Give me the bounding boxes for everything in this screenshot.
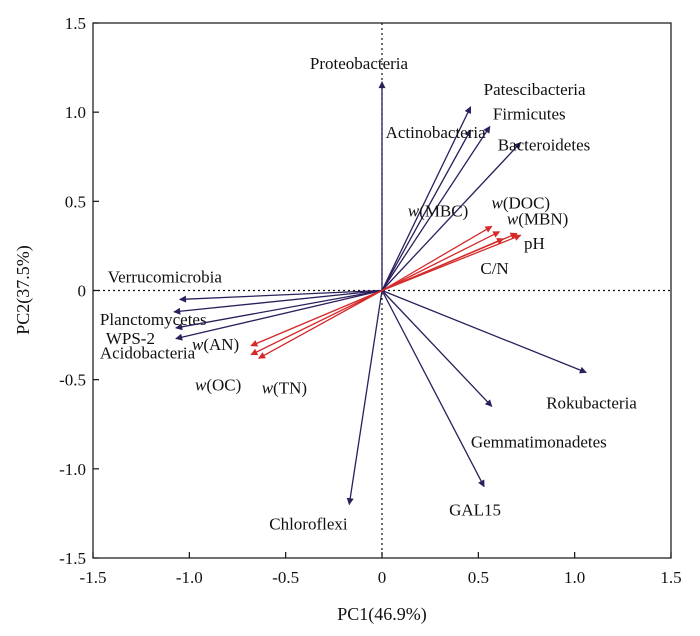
bacteria-label: Proteobacteria <box>310 54 409 73</box>
environment-label: w(OC) <box>195 376 241 395</box>
bacteria-label: Chloroflexi <box>269 515 348 534</box>
bacteria-vector <box>381 289 587 374</box>
bacteria-vector <box>381 290 493 407</box>
environment-label: w(AN) <box>192 335 239 354</box>
environment-vector <box>250 289 383 356</box>
environment-label: pH <box>524 234 545 253</box>
x-tick-label: 0.5 <box>468 568 489 587</box>
environment-vector <box>258 289 383 359</box>
bacteria-vector <box>179 289 383 303</box>
environment-vectors: w(MBC) w(DOC)w(MBN) pH C/N w(AN) w(OC) w(TN) <box>192 194 568 398</box>
bacteria-label: Bacteroidetes <box>498 135 591 154</box>
environment-label: w(MBN) <box>507 209 568 228</box>
x-tick-label: -1.5 <box>80 568 107 587</box>
environment-label: w(TN) <box>262 378 307 397</box>
bacteria-label: Verrucomicrobia <box>108 267 223 286</box>
environment-vector <box>381 238 505 292</box>
bacteria-label: GAL15 <box>449 501 501 520</box>
bacteria-vector <box>173 289 383 315</box>
x-tick-label: 1.0 <box>564 568 585 587</box>
y-tick-label: -0.5 <box>59 371 86 390</box>
y-tick-label: -1.5 <box>59 549 86 568</box>
x-tick-label: 1.5 <box>660 568 681 587</box>
y-tick-label: 0 <box>78 282 87 301</box>
environment-label: C/N <box>480 259 508 278</box>
y-tick-label: -1.0 <box>59 460 86 479</box>
environment-vector <box>250 289 383 347</box>
y-tick-label: 1.0 <box>65 103 86 122</box>
bacteria-vector <box>175 289 383 341</box>
bacteria-label: Acidobacteria <box>100 344 196 363</box>
bacteria-vector <box>175 289 383 331</box>
y-tick-label: 0.5 <box>65 192 86 211</box>
bacteria-label: Rokubacteria <box>546 394 637 413</box>
x-tick-label: -0.5 <box>272 568 299 587</box>
bacteria-label: Planctomycetes <box>100 310 207 329</box>
x-tick-label: -1.0 <box>176 568 203 587</box>
environment-vector <box>381 225 493 292</box>
environment-label: w(DOC) <box>492 194 551 213</box>
bacteria-vector <box>381 141 522 291</box>
y-axis-label: PC2(37.5%) <box>13 245 34 335</box>
bacteria-vector <box>381 125 491 291</box>
bacteria-label: Firmicutes <box>493 104 566 123</box>
environment-label: w(MBC) <box>408 201 468 220</box>
bacteria-vector <box>381 106 472 291</box>
bacteria-label: WPS-2 <box>106 329 155 348</box>
bacteria-vector <box>381 290 485 488</box>
bacteria-label: Actinobacteria <box>386 123 487 142</box>
x-tick-label: 0 <box>378 568 387 587</box>
bacteria-vector <box>381 129 472 291</box>
bacteria-vector <box>346 290 383 506</box>
bacteria-label: Gemmatimonadetes <box>471 432 607 451</box>
environment-vector <box>381 231 501 292</box>
bacteria-vectors: Proteobacteria Patescibacteria Actinobacte… <box>100 54 637 534</box>
x-axis-label: PC1(46.9%) <box>337 604 427 625</box>
axis-ticks: -1.5 -1.0 -0.5 0 0.5 1.0 1.5 -1.5 -1.0 -0.5 0 0.5 1.… <box>59 14 682 587</box>
y-tick-label: 1.5 <box>65 14 86 33</box>
reference-lines <box>93 23 671 558</box>
bacteria-label: Patescibacteria <box>484 80 586 99</box>
